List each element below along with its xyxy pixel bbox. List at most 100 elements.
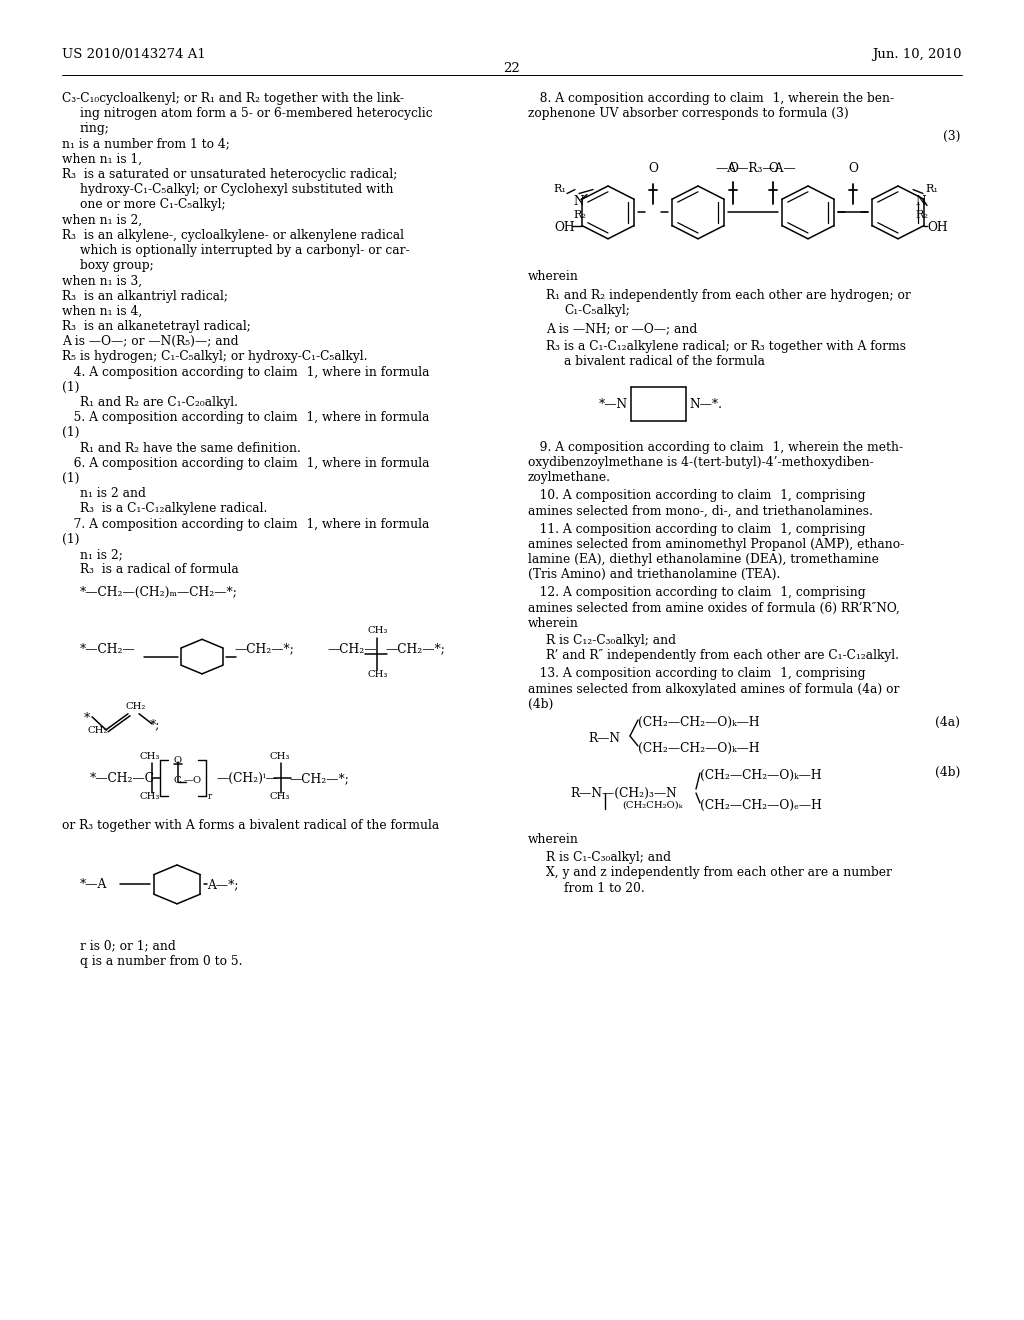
- Text: n₁ is a number from 1 to 4;: n₁ is a number from 1 to 4;: [62, 137, 229, 150]
- Text: (4b): (4b): [935, 766, 961, 779]
- Text: ing nitrogen atom form a 5- or 6-membered heterocyclic: ing nitrogen atom form a 5- or 6-membere…: [80, 107, 432, 120]
- Text: when n₁ is 4,: when n₁ is 4,: [62, 305, 142, 318]
- Text: ring;: ring;: [80, 123, 110, 136]
- Text: R₃  is an alkylene-, cycloalkylene- or alkenylene radical: R₃ is an alkylene-, cycloalkylene- or al…: [62, 228, 404, 242]
- Text: *—CH₂—(CH₂)ₘ—CH₂—*;: *—CH₂—(CH₂)ₘ—CH₂—*;: [80, 586, 238, 599]
- Text: 11. A composition according to claim   1, comprising: 11. A composition according to claim 1, …: [528, 523, 865, 536]
- Text: when n₁ is 1,: when n₁ is 1,: [62, 153, 142, 166]
- Text: which is optionally interrupted by a carbonyl- or car-: which is optionally interrupted by a car…: [80, 244, 410, 257]
- Text: OH: OH: [554, 220, 574, 234]
- Text: —O: —O: [184, 776, 202, 785]
- Text: wherein: wherein: [528, 833, 579, 846]
- Text: CH₃: CH₃: [140, 792, 161, 801]
- Text: boxy group;: boxy group;: [80, 259, 154, 272]
- Text: amines selected from alkoxylated amines of formula (4a) or: amines selected from alkoxylated amines …: [528, 682, 899, 696]
- Text: when n₁ is 3,: when n₁ is 3,: [62, 275, 142, 288]
- Text: R is C₁-C₃₀alkyl; and: R is C₁-C₃₀alkyl; and: [546, 851, 671, 865]
- Text: R₃  is a radical of formula: R₃ is a radical of formula: [80, 564, 239, 577]
- Text: oxydibenzoylmethane is 4-(tert-butyl)-4’-methoxydiben-: oxydibenzoylmethane is 4-(tert-butyl)-4’…: [528, 455, 873, 469]
- Text: n₁ is 2;: n₁ is 2;: [80, 548, 123, 561]
- Text: C₁-C₅alkyl;: C₁-C₅alkyl;: [564, 304, 630, 317]
- Text: O: O: [174, 756, 182, 766]
- Text: (1): (1): [62, 533, 80, 545]
- Text: *—CH₂—: *—CH₂—: [80, 643, 136, 656]
- Text: (Tris Amino) and triethanolamine (TEA).: (Tris Amino) and triethanolamine (TEA).: [528, 568, 780, 581]
- Text: R₂: R₂: [915, 210, 928, 219]
- Text: (3): (3): [942, 131, 961, 144]
- Text: R₁: R₁: [553, 183, 566, 194]
- Text: from 1 to 20.: from 1 to 20.: [564, 882, 645, 895]
- Text: R’ and R″ independently from each other are C₁-C₁₂alkyl.: R’ and R″ independently from each other …: [546, 649, 899, 663]
- Text: CH₂: CH₂: [88, 726, 109, 735]
- Text: (CH₂—CH₂—O)ₖ—H: (CH₂—CH₂—O)ₖ—H: [638, 715, 760, 729]
- Text: N: N: [573, 194, 584, 207]
- Text: R is C₁₂-C₃₀alkyl; and: R is C₁₂-C₃₀alkyl; and: [546, 634, 676, 647]
- Text: 12. A composition according to claim   1, comprising: 12. A composition according to claim 1, …: [528, 586, 865, 599]
- Text: wherein: wherein: [528, 616, 579, 630]
- Text: R₁ and R₂ are C₁-C₂₀alkyl.: R₁ and R₂ are C₁-C₂₀alkyl.: [80, 396, 238, 409]
- Text: O: O: [768, 162, 778, 176]
- Text: (CH₂—CH₂—O)ₑ—H: (CH₂—CH₂—O)ₑ—H: [700, 799, 822, 812]
- Text: R₃  is an alkanetetrayl radical;: R₃ is an alkanetetrayl radical;: [62, 319, 251, 333]
- Text: O: O: [728, 162, 738, 176]
- Text: R₃  is a saturated or unsaturated heterocyclic radical;: R₃ is a saturated or unsaturated heteroc…: [62, 168, 397, 181]
- Text: US 2010/0143274 A1: US 2010/0143274 A1: [62, 48, 206, 61]
- Text: one or more C₁-C₅alkyl;: one or more C₁-C₅alkyl;: [80, 198, 225, 211]
- Text: r is 0; or 1; and: r is 0; or 1; and: [80, 940, 176, 953]
- Text: —CH₂—*;: —CH₂—*;: [289, 772, 349, 785]
- Text: N: N: [915, 194, 926, 207]
- Text: 6. A composition according to claim   1, where in formula: 6. A composition according to claim 1, w…: [62, 457, 429, 470]
- Text: 22: 22: [504, 62, 520, 75]
- Text: A is —O—; or —N(R₅)—; and: A is —O—; or —N(R₅)—; and: [62, 335, 239, 348]
- Text: CH₃: CH₃: [367, 669, 387, 678]
- Text: 10. A composition according to claim   1, comprising: 10. A composition according to claim 1, …: [528, 490, 865, 502]
- Text: (CH₂CH₂O)ₖ: (CH₂CH₂O)ₖ: [622, 801, 683, 810]
- Text: X, y and z independently from each other are a number: X, y and z independently from each other…: [546, 866, 892, 879]
- Text: 7. A composition according to claim   1, where in formula: 7. A composition according to claim 1, w…: [62, 517, 429, 531]
- Text: —(CH₂)ⁱ—: —(CH₂)ⁱ—: [216, 772, 278, 785]
- Text: Jun. 10, 2010: Jun. 10, 2010: [872, 48, 962, 61]
- Text: OH: OH: [927, 220, 947, 234]
- Text: R₃  is a C₁-C₁₂alkylene radical.: R₃ is a C₁-C₁₂alkylene radical.: [80, 503, 267, 515]
- Text: N—*.: N—*.: [689, 397, 723, 411]
- Text: C₃-C₁₀cycloalkenyl; or R₁ and R₂ together with the link-: C₃-C₁₀cycloalkenyl; or R₁ and R₂ togethe…: [62, 92, 404, 106]
- Text: R₁: R₁: [925, 183, 938, 194]
- Text: —CH₂—: —CH₂—: [327, 643, 377, 656]
- Text: *: *: [84, 711, 90, 725]
- Text: *—N: *—N: [598, 397, 628, 411]
- Text: R₃ is a C₁-C₁₂alkylene radical; or R₃ together with A forms: R₃ is a C₁-C₁₂alkylene radical; or R₃ to…: [546, 341, 906, 354]
- Text: *—CH₂—C: *—CH₂—C: [90, 772, 155, 785]
- Text: *;: *;: [150, 718, 161, 731]
- Text: 9. A composition according to claim   1, wherein the meth-: 9. A composition according to claim 1, w…: [528, 441, 903, 454]
- Text: R₁ and R₂ have the same definition.: R₁ and R₂ have the same definition.: [80, 442, 301, 454]
- Text: a bivalent radical of the formula: a bivalent radical of the formula: [564, 355, 765, 368]
- Text: or R₃ together with A forms a bivalent radical of the formula: or R₃ together with A forms a bivalent r…: [62, 820, 439, 832]
- Text: 13. A composition according to claim   1, comprising: 13. A composition according to claim 1, …: [528, 668, 865, 680]
- Text: n₁ is 2 and: n₁ is 2 and: [80, 487, 145, 500]
- Text: when n₁ is 2,: when n₁ is 2,: [62, 214, 142, 227]
- Text: amines selected from mono-, di-, and triethanolamines.: amines selected from mono-, di-, and tri…: [528, 504, 872, 517]
- Text: O: O: [848, 162, 858, 176]
- Text: (1): (1): [62, 380, 80, 393]
- Text: (1): (1): [62, 426, 80, 440]
- Text: CH₃: CH₃: [367, 626, 387, 635]
- Text: —CH₂—*;: —CH₂—*;: [385, 643, 444, 656]
- Text: 8. A composition according to claim   1, wherein the ben-: 8. A composition according to claim 1, w…: [528, 92, 894, 106]
- Text: q is a number from 0 to 5.: q is a number from 0 to 5.: [80, 954, 243, 968]
- Text: CH₂: CH₂: [126, 702, 146, 710]
- Text: R₃  is an alkantriyl radical;: R₃ is an alkantriyl radical;: [62, 289, 228, 302]
- Text: C: C: [174, 776, 181, 785]
- Text: R₁ and R₂ independently from each other are hydrogen; or: R₁ and R₂ independently from each other …: [546, 289, 910, 301]
- Text: CH₃: CH₃: [140, 752, 161, 762]
- Text: A—*;: A—*;: [207, 878, 239, 891]
- Text: O: O: [648, 162, 657, 176]
- Text: hydroxy-C₁-C₅alkyl; or Cyclohexyl substituted with: hydroxy-C₁-C₅alkyl; or Cyclohexyl substi…: [80, 183, 393, 197]
- Text: wherein: wherein: [528, 271, 579, 284]
- Text: amines selected from amine oxides of formula (6) RR’R″NO,: amines selected from amine oxides of for…: [528, 602, 900, 615]
- Text: R₂: R₂: [573, 210, 586, 219]
- Text: (CH₂—CH₂—O)ₖ—H: (CH₂—CH₂—O)ₖ—H: [638, 742, 760, 755]
- Text: (4a): (4a): [935, 715, 961, 729]
- Text: zophenone UV absorber corresponds to formula (3): zophenone UV absorber corresponds to for…: [528, 107, 849, 120]
- Text: —CH₂—*;: —CH₂—*;: [234, 643, 294, 656]
- Text: (CH₂—CH₂—O)ₖ—H: (CH₂—CH₂—O)ₖ—H: [700, 770, 821, 781]
